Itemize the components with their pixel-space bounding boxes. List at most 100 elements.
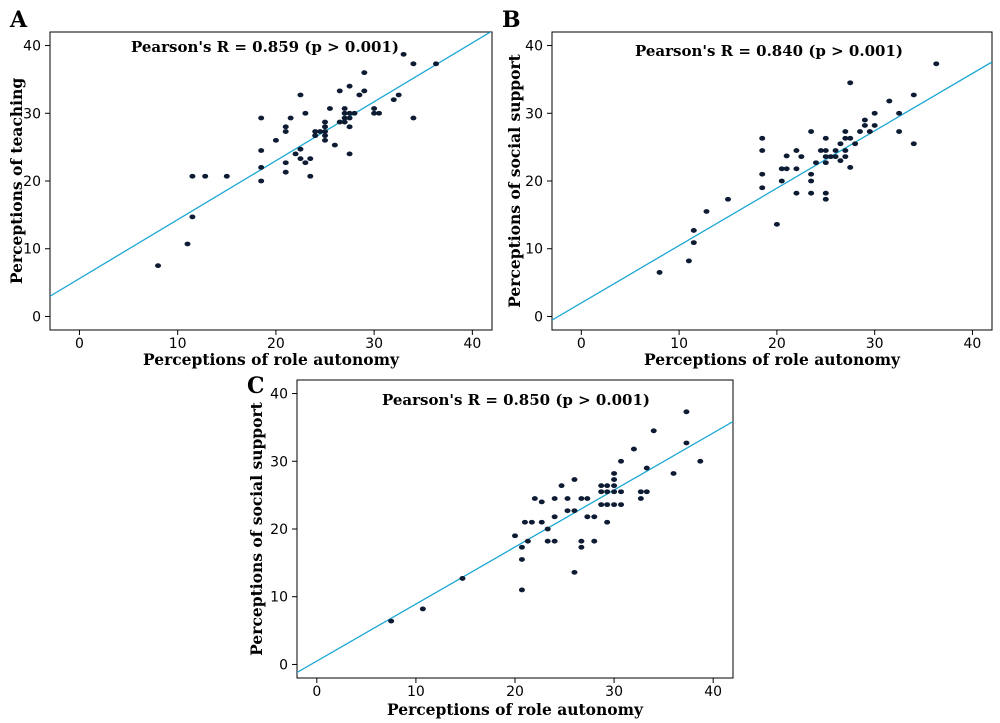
data-point xyxy=(258,115,265,121)
data-point xyxy=(518,587,525,593)
y-tick-label: 10 xyxy=(270,590,288,606)
plot-frame xyxy=(551,31,993,331)
data-point xyxy=(793,166,800,172)
data-point xyxy=(630,446,637,452)
data-point xyxy=(611,477,618,482)
chart-panel-a: 0 10 20 30 40 0 10 20 30 40 Pearson's R = 0.859 (p… xyxy=(7,7,493,369)
data-point xyxy=(258,148,265,153)
data-point xyxy=(538,519,545,525)
y-axis-label: Perceptions of social support xyxy=(247,401,266,655)
data-point xyxy=(866,129,873,134)
data-point xyxy=(759,148,766,153)
data-point xyxy=(258,178,265,184)
data-point xyxy=(837,158,844,164)
y-tick-label: 0 xyxy=(534,309,543,325)
data-point xyxy=(558,483,565,489)
y-tick-label: 10 xyxy=(23,242,41,258)
data-point xyxy=(346,83,353,89)
data-point xyxy=(683,440,690,446)
data-point xyxy=(223,173,230,179)
data-point xyxy=(282,129,289,134)
data-point xyxy=(459,576,466,581)
panel-letter: B xyxy=(502,7,521,33)
data-point xyxy=(857,129,863,134)
data-point xyxy=(518,557,525,562)
x-tick-label: 40 xyxy=(704,684,722,700)
data-point xyxy=(297,92,304,98)
data-point xyxy=(346,124,353,130)
data-point xyxy=(189,173,196,179)
data-point xyxy=(690,228,697,233)
data-point xyxy=(544,526,551,532)
data-point xyxy=(813,160,819,166)
y-tick-label: 20 xyxy=(525,174,543,190)
data-point xyxy=(544,538,551,544)
x-tick-label: 0 xyxy=(312,684,321,700)
data-point xyxy=(341,119,348,125)
y-tick-label: 0 xyxy=(32,309,41,325)
data-point xyxy=(312,133,319,139)
x-axis-label: Perceptions of role autonomy xyxy=(143,350,400,369)
data-point xyxy=(312,129,319,134)
plot-frame xyxy=(49,31,493,331)
data-point xyxy=(591,514,598,520)
data-point xyxy=(524,538,531,544)
data-point xyxy=(822,148,829,153)
y-tick-label: 20 xyxy=(270,522,288,538)
data-point xyxy=(388,618,395,624)
panel-letter: C xyxy=(247,373,265,399)
x-tick-label: 30 xyxy=(866,336,884,352)
data-point xyxy=(341,115,348,121)
x-tick-label: 0 xyxy=(75,336,84,352)
data-point xyxy=(551,514,558,520)
y-tick-label: 40 xyxy=(525,39,543,55)
data-point xyxy=(822,135,829,141)
pearson-annotation: Pearson's R = 0.850 (p > 0.001) xyxy=(382,391,650,409)
x-axis-label: Perceptions of role autonomy xyxy=(644,350,901,369)
data-point xyxy=(538,499,545,505)
plot-frame xyxy=(296,379,734,679)
data-point xyxy=(656,270,663,275)
data-point xyxy=(292,151,299,157)
data-point xyxy=(933,61,940,67)
data-point xyxy=(331,142,338,148)
y-tick-label: 10 xyxy=(525,242,543,258)
data-point xyxy=(571,508,578,514)
fit-line xyxy=(297,420,733,674)
data-point xyxy=(326,106,333,111)
data-point xyxy=(302,160,309,166)
data-point xyxy=(832,148,839,153)
data-point xyxy=(725,196,731,202)
x-tick-label: 20 xyxy=(768,336,786,352)
data-point xyxy=(759,185,766,191)
data-point xyxy=(433,61,440,67)
data-point xyxy=(346,115,353,121)
fit-line xyxy=(50,32,492,297)
data-point xyxy=(346,110,353,116)
data-point xyxy=(618,458,625,464)
data-point xyxy=(336,119,343,125)
data-point xyxy=(871,123,878,128)
data-point xyxy=(759,135,766,141)
data-point xyxy=(564,508,571,514)
data-point xyxy=(341,106,348,111)
data-point xyxy=(604,489,611,495)
data-point xyxy=(822,196,829,202)
data-point xyxy=(643,465,650,471)
data-point xyxy=(551,538,558,544)
data-point xyxy=(317,129,324,134)
y-tick-label: 40 xyxy=(23,39,41,55)
data-point xyxy=(793,190,800,196)
data-point xyxy=(598,502,605,508)
chart-panel-c: 0 10 20 30 40 0 10 20 30 40 Pearson's R = 0.850 (p… xyxy=(247,373,734,719)
data-point xyxy=(778,178,785,184)
data-point xyxy=(361,88,368,94)
data-point xyxy=(827,154,834,160)
data-point xyxy=(670,471,677,476)
data-point xyxy=(910,92,917,98)
data-point xyxy=(611,471,618,476)
data-point xyxy=(584,514,591,520)
data-point xyxy=(598,489,605,495)
data-point xyxy=(419,606,426,612)
